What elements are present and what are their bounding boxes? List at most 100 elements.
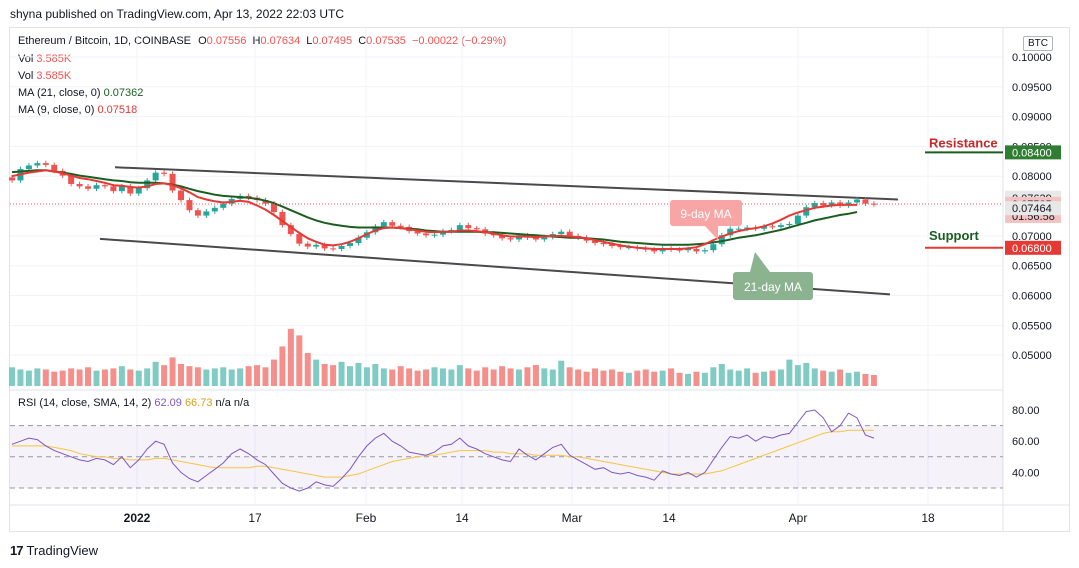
currency-badge[interactable]: BTC: [1023, 36, 1053, 51]
time-tick-label: Feb: [356, 511, 377, 525]
rsi-na-1: n/a: [215, 397, 231, 409]
vol1-label: Vol: [18, 53, 34, 65]
ma9-callout-pointer: [705, 226, 718, 240]
volume-bar: [583, 371, 590, 386]
candle-body: [854, 199, 860, 203]
volume-bar: [203, 369, 210, 386]
candle-body: [685, 249, 691, 251]
volume-bar: [566, 367, 573, 386]
candle-body: [456, 225, 463, 230]
support-price-badge: 0.06800: [1012, 243, 1052, 255]
volume-bar: [93, 370, 100, 386]
volume-bar: [237, 368, 244, 386]
candle-body: [25, 165, 32, 170]
chart-frame[interactable]: [9, 27, 1070, 532]
vol1-value: 3.585K: [36, 53, 72, 65]
candle-body: [414, 231, 421, 234]
candle-body: [811, 203, 818, 208]
ma21-callout-box: [733, 272, 813, 300]
volume-bar: [228, 369, 235, 386]
volume-bar: [161, 365, 168, 386]
candle-body: [761, 226, 768, 229]
candle-body: [862, 199, 869, 204]
volume-bar: [110, 368, 117, 386]
volume-bar: [642, 369, 649, 386]
candle-body: [118, 186, 125, 192]
volume-bar: [524, 367, 531, 386]
volume-bar: [769, 370, 776, 386]
price-tick-label: 0.07000: [1012, 231, 1052, 243]
ma9-callout-label: 9-day MA: [680, 207, 731, 221]
volume-bar: [34, 368, 41, 386]
rsi-sma-line: [12, 429, 874, 478]
candle-body: [144, 180, 151, 189]
rsi-tick-label: 80.00: [1012, 405, 1040, 417]
volume-bar: [651, 371, 658, 386]
time-tick-label: Mar: [562, 511, 583, 525]
candle-body: [304, 243, 311, 247]
price-tick-label: 0.09500: [1012, 82, 1052, 94]
ma9-legend: MA (9, close, 0) 0.07518: [18, 104, 137, 116]
price-tick-label: 0.06500: [1012, 261, 1052, 273]
volume-bar: [862, 373, 869, 386]
volume-bar: [575, 369, 582, 386]
volume-bar: [431, 367, 438, 386]
volume-bar: [786, 359, 793, 386]
volume-bar: [355, 362, 362, 386]
time-tick-label: 18: [921, 511, 935, 525]
candle-body: [203, 211, 210, 216]
candle-body: [279, 212, 286, 226]
candle-body: [769, 226, 776, 228]
candle-body: [735, 228, 742, 230]
volume-bar: [68, 368, 75, 386]
volume-bar: [870, 375, 877, 386]
candle-body: [794, 215, 801, 224]
candle-body: [423, 233, 430, 236]
candle-body: [592, 240, 599, 244]
volume-bar: [262, 367, 269, 386]
candle-body: [718, 235, 725, 245]
volume-bar: [178, 364, 184, 386]
price-tick-label: 0.05500: [1012, 320, 1052, 332]
volume-bar: [794, 365, 801, 386]
grid: [10, 28, 1069, 531]
ma9-value: 0.07518: [97, 104, 138, 116]
candle-body: [828, 202, 835, 206]
volume-legend-1: Vol 3.585K: [18, 53, 71, 65]
candle-body: [169, 173, 176, 191]
candle-body: [372, 226, 379, 233]
volume-bar: [473, 370, 480, 386]
rsi-panel: 80.00 60.00 40.00: [10, 405, 1040, 492]
volume-legend-2: Vol 3.585K: [18, 70, 71, 82]
volume-bar: [135, 370, 142, 386]
ma21-callout-label: 21-day MA: [744, 280, 802, 294]
ma9-line: [11, 169, 857, 250]
footer-brand[interactable]: 17 TradingView: [10, 543, 98, 558]
candle-body: [110, 186, 117, 192]
volume-bar: [279, 346, 286, 386]
candle-body: [211, 207, 218, 212]
volume-bar: [439, 368, 446, 386]
ohlc-high: 0.07634: [260, 35, 301, 47]
candle-body: [186, 200, 193, 211]
volume-bar: [516, 369, 522, 386]
candle-body: [287, 225, 294, 235]
candle-body: [321, 244, 328, 249]
publisher-line: shyna published on TradingView.com, Apr …: [10, 7, 344, 21]
volume-bar: [634, 370, 641, 386]
volume-bar: [532, 365, 539, 386]
ohlc-open: 0.07556: [206, 35, 247, 47]
candle-body: [93, 185, 100, 189]
volume-bar: [330, 365, 337, 386]
volume-bar: [727, 369, 734, 386]
ma21-label: MA (21, close, 0): [18, 87, 101, 99]
rsi-tick-label: 60.00: [1012, 436, 1040, 448]
volume-bar: [549, 369, 556, 386]
volume-bar: [144, 368, 151, 386]
candle-body: [127, 186, 134, 194]
symbol-name: Ethereum / Bitcoin, 1D, COINBASE: [18, 35, 192, 47]
candle-body: [313, 244, 320, 247]
volume-bar: [406, 368, 413, 386]
candle-body: [507, 238, 514, 240]
symbol-legend: Ethereum / Bitcoin, 1D, COINBASE O0.0755…: [18, 35, 507, 47]
